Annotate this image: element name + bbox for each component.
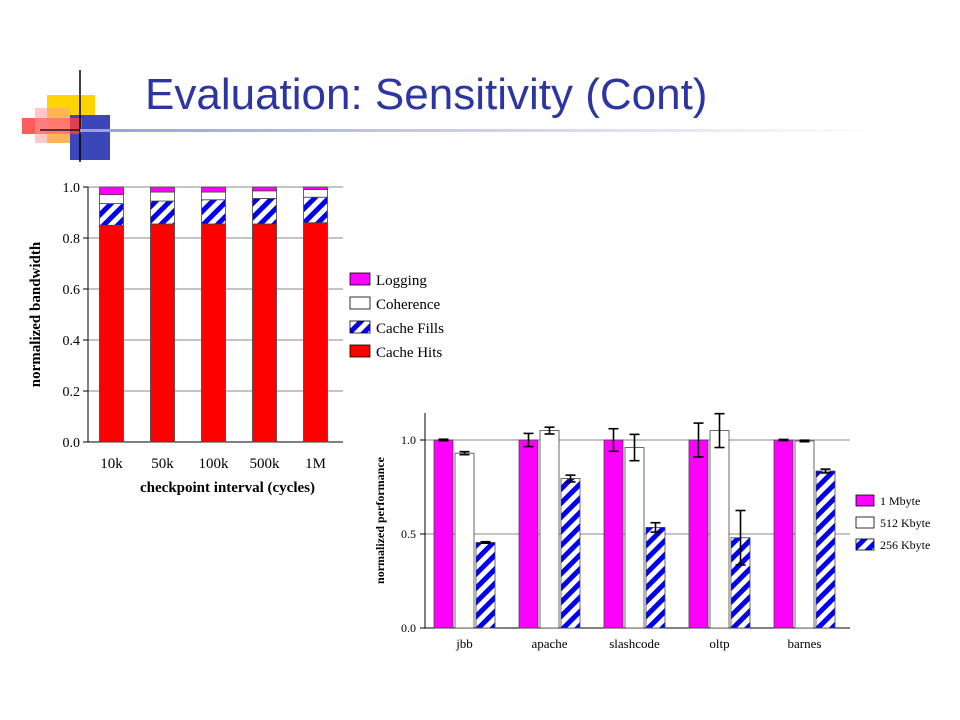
y-tick-label: 0.8 [63, 232, 81, 247]
bar [794, 440, 815, 629]
bar [688, 439, 709, 629]
x-tick-label: slashcode [609, 636, 660, 651]
bar [475, 542, 496, 629]
legend-swatch [349, 296, 371, 310]
x-tick-label: apache [531, 636, 567, 651]
bar [645, 527, 666, 629]
bar-segment [252, 223, 277, 443]
y-axis-label: normalized bandwidth [28, 241, 44, 387]
y-tick-label: 0.2 [63, 385, 81, 400]
title-underline [80, 129, 880, 132]
y-tick-label: 0.0 [401, 621, 416, 635]
legend-label: Cache Hits [376, 345, 442, 361]
x-tick-label: 1M [305, 456, 326, 472]
bar-segment [201, 223, 226, 443]
deco-pink-glow [35, 108, 70, 143]
bar [454, 452, 475, 629]
bar-segment [99, 224, 124, 443]
x-tick-label: 100k [199, 456, 230, 472]
legend-swatch [349, 320, 371, 334]
x-tick-label: 500k [250, 456, 281, 472]
y-tick-label: 0.6 [63, 283, 81, 298]
bar [560, 478, 581, 629]
y-tick-label: 0.5 [401, 527, 416, 541]
bar [815, 470, 836, 629]
bar [433, 439, 454, 629]
bar [539, 430, 560, 629]
bar-segment [252, 198, 277, 225]
y-axis-label: normalized performance [373, 456, 387, 584]
bar [518, 439, 539, 629]
legend-swatch [349, 344, 371, 358]
bar-segment [150, 223, 175, 443]
bar [624, 447, 645, 629]
x-tick-label: jbb [455, 636, 473, 651]
legend-label: Logging [376, 273, 427, 289]
y-tick-label: 0.0 [63, 436, 81, 451]
legend-swatch [855, 516, 875, 529]
legend-swatch [349, 272, 371, 286]
bar-segment [201, 199, 226, 225]
bar-segment [303, 222, 328, 443]
y-tick-label: 1.0 [63, 181, 81, 196]
legend-label: 256 Kbyte [880, 538, 930, 552]
x-tick-label: 50k [151, 456, 174, 472]
legend-swatch [855, 538, 875, 551]
legend-label: Coherence [376, 297, 440, 313]
slide-title: Evaluation: Sensitivity (Cont) [145, 70, 708, 119]
legend-label: 1 Mbyte [880, 494, 920, 508]
x-tick-label: barnes [788, 636, 822, 651]
legend-label: Cache Fills [376, 321, 444, 337]
y-tick-label: 0.4 [63, 334, 81, 349]
x-tick-label: oltp [709, 636, 729, 651]
x-axis-label: checkpoint interval (cycles) [140, 480, 315, 496]
bar-segment [303, 196, 328, 224]
bar [773, 439, 794, 629]
legend-label: 512 Kbyte [880, 516, 930, 530]
bar [709, 430, 730, 629]
bar [603, 439, 624, 629]
y-tick-label: 1.0 [401, 433, 416, 447]
x-tick-label: 10k [100, 456, 123, 472]
legend-swatch [855, 494, 875, 507]
